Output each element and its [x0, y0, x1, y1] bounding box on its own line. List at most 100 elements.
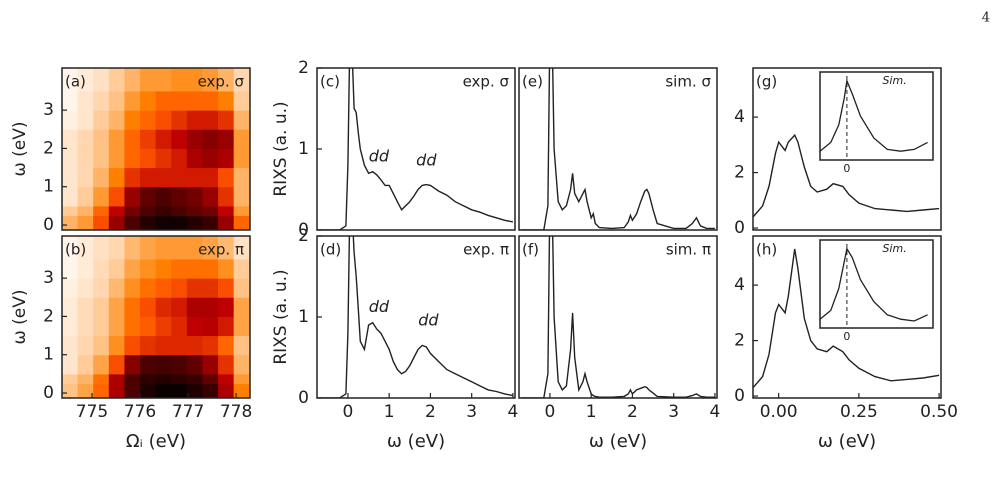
- heatmap-cell: [171, 110, 188, 130]
- heatmap-cell: [218, 354, 235, 375]
- heatmap-cell: [77, 68, 94, 92]
- heatmap-cell: [233, 373, 250, 384]
- heatmap-cell: [155, 215, 172, 230]
- heatmap-cell: [233, 278, 250, 298]
- heatmap-cell: [218, 236, 235, 260]
- heatmap-cell: [62, 186, 79, 207]
- heatmap-cell: [233, 205, 250, 216]
- heatmap-cell: [233, 258, 250, 279]
- inset-frame: [819, 71, 934, 161]
- heatmap-cell: [218, 90, 235, 111]
- heatmap-cell: [77, 110, 94, 130]
- heatmap-cell: [77, 354, 94, 375]
- heatmap-cell: [124, 316, 141, 337]
- x-tick-label: 3: [466, 402, 477, 422]
- heatmap-cell: [93, 167, 110, 188]
- heatmap-cell: [202, 354, 219, 375]
- heatmap-cell: [202, 258, 219, 279]
- heatmap-cell: [140, 373, 157, 384]
- heatmap-cell: [171, 68, 188, 92]
- panel-label: (h): [756, 241, 777, 259]
- panel-label: (e): [522, 73, 543, 91]
- heatmap-cell: [186, 68, 203, 92]
- y-tick-label: 3: [43, 268, 54, 288]
- y-axis-label: RIXS (a. u.): [271, 269, 291, 364]
- panel-frame: [752, 235, 942, 399]
- heatmap-cell: [155, 186, 172, 207]
- heatmap-cell: [140, 335, 157, 356]
- heatmap-cell: [93, 129, 110, 149]
- heatmap-cell: [202, 335, 219, 356]
- heatmap-cell: [202, 215, 219, 230]
- annotation: dd: [418, 311, 439, 330]
- heatmap-cell: [62, 129, 79, 149]
- heatmap-cell: [155, 297, 172, 317]
- heatmap-cell: [218, 316, 235, 337]
- heatmap-cell: [93, 373, 110, 384]
- heatmap-cell: [62, 383, 79, 398]
- x-tick-label: 0.00: [760, 402, 798, 422]
- y-tick-label: 2: [734, 163, 745, 183]
- panel-label: (g): [756, 73, 777, 91]
- heatmap-cell: [93, 205, 110, 216]
- panel-label: (f): [522, 241, 539, 259]
- y-tick-label: 0: [298, 388, 309, 408]
- heatmap-cell: [186, 278, 203, 298]
- heatmap-cell: [124, 129, 141, 149]
- plot-area: [319, 236, 514, 398]
- heatmap-cell: [202, 186, 219, 207]
- heatmap-cell: [62, 354, 79, 375]
- y-tick-label: 0: [734, 386, 745, 406]
- heatmap-cell: [218, 373, 235, 384]
- heatmap-cell: [140, 90, 157, 111]
- plot-area: [753, 248, 940, 389]
- heatmap-cell: [140, 68, 157, 92]
- heatmap-cell: [124, 258, 141, 279]
- heatmap-cell: [186, 354, 203, 375]
- heatmap-cell: [155, 316, 172, 337]
- panel-label: (b): [65, 241, 86, 259]
- spectrum-line: [319, 68, 514, 230]
- panel-title: exp. σ: [463, 73, 510, 91]
- panel-label: (c): [320, 73, 340, 91]
- heatmap-cell: [77, 186, 94, 207]
- heatmap-cell: [93, 68, 110, 92]
- heatmap-cell: [202, 148, 219, 169]
- heatmap-cell: [186, 236, 203, 260]
- x-axis-label: ω (eV): [818, 431, 876, 452]
- plot-area: [62, 236, 250, 398]
- heatmap-cell: [77, 316, 94, 337]
- heatmap-cell: [186, 186, 203, 207]
- x-tick-label: 3: [668, 402, 679, 422]
- heatmap-cell: [77, 90, 94, 111]
- x-tick-label: 775: [76, 402, 108, 422]
- heatmap-cell: [140, 354, 157, 375]
- x-tick-label: 2: [627, 402, 638, 422]
- heatmap-cell: [124, 90, 141, 111]
- panel-title: sim. σ: [665, 73, 711, 91]
- heatmap-cell: [62, 90, 79, 111]
- heatmap-cell: [140, 316, 157, 337]
- heatmap-cell: [62, 148, 79, 169]
- heatmap-cell: [186, 373, 203, 384]
- heatmap-cell: [124, 383, 141, 398]
- heatmap-cell: [155, 90, 172, 111]
- x-tick-label: 0.25: [840, 402, 878, 422]
- spectrum-line: [319, 236, 514, 398]
- heatmap-cell: [186, 129, 203, 149]
- heatmap-cell: [171, 129, 188, 149]
- x-tick-label: 0.50: [920, 402, 958, 422]
- annotation: dd: [416, 151, 437, 170]
- heatmap-cell: [77, 129, 94, 149]
- heatmap-cell: [93, 258, 110, 279]
- heatmap-cell: [62, 373, 79, 384]
- heatmap-cell: [62, 297, 79, 317]
- x-tick-label: 2: [425, 402, 436, 422]
- heatmap-cell: [108, 129, 125, 149]
- heatmap-cell: [108, 373, 125, 384]
- panel-title: exp. π: [463, 241, 509, 259]
- x-tick-label: 778: [220, 402, 252, 422]
- y-tick-label: 4: [734, 107, 745, 127]
- y-tick-label: 0: [298, 220, 309, 240]
